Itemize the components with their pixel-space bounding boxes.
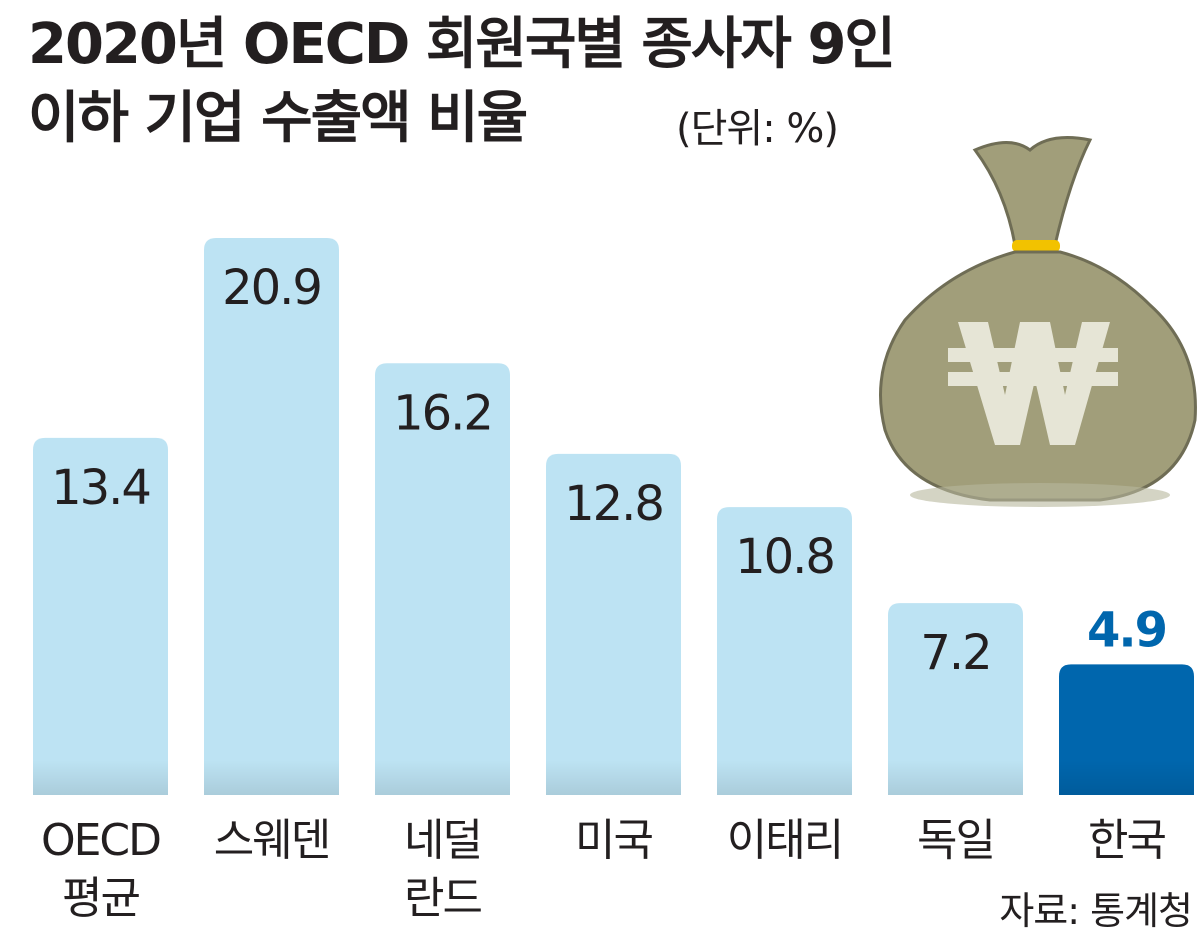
bar-shade: [375, 760, 510, 795]
x-tick-label: 미국: [575, 815, 654, 866]
bar-shade: [888, 760, 1023, 795]
bar-shade: [546, 760, 681, 795]
bar-shade: [717, 760, 852, 795]
bar: [33, 437, 168, 795]
value-label: 12.8: [564, 476, 663, 532]
x-tick-label: 스웨덴: [213, 815, 331, 866]
x-tick-label: 이태리: [726, 815, 844, 866]
x-tick-label: 한국: [1088, 815, 1167, 866]
bar-shade: [204, 760, 339, 795]
value-label: 20.9: [222, 260, 321, 316]
value-label: 10.8: [735, 529, 834, 585]
value-label: 7.2: [920, 625, 990, 681]
bar-shade: [1059, 760, 1194, 795]
money-bag: [879, 136, 1197, 507]
source: 자료: 통계청: [999, 889, 1193, 933]
bar: [375, 363, 510, 795]
bar: [888, 603, 1023, 795]
value-label: 13.4: [51, 460, 150, 516]
bar: [717, 507, 852, 795]
value-label: 4.9: [1087, 602, 1166, 658]
bar-shade: [33, 760, 168, 795]
x-tick-label: 네덜 란드: [404, 815, 483, 924]
x-tick-label: OECD 평균: [40, 815, 162, 924]
unit-label: (단위: %): [676, 106, 839, 152]
bar: [204, 238, 339, 795]
bar: [546, 453, 681, 795]
chart-title: 2020년 OECD 회원국별 종사자 9인 이하 기업 수출액 비율: [28, 12, 896, 151]
value-label: 16.2: [393, 385, 492, 441]
x-tick-label: 독일: [917, 815, 996, 866]
